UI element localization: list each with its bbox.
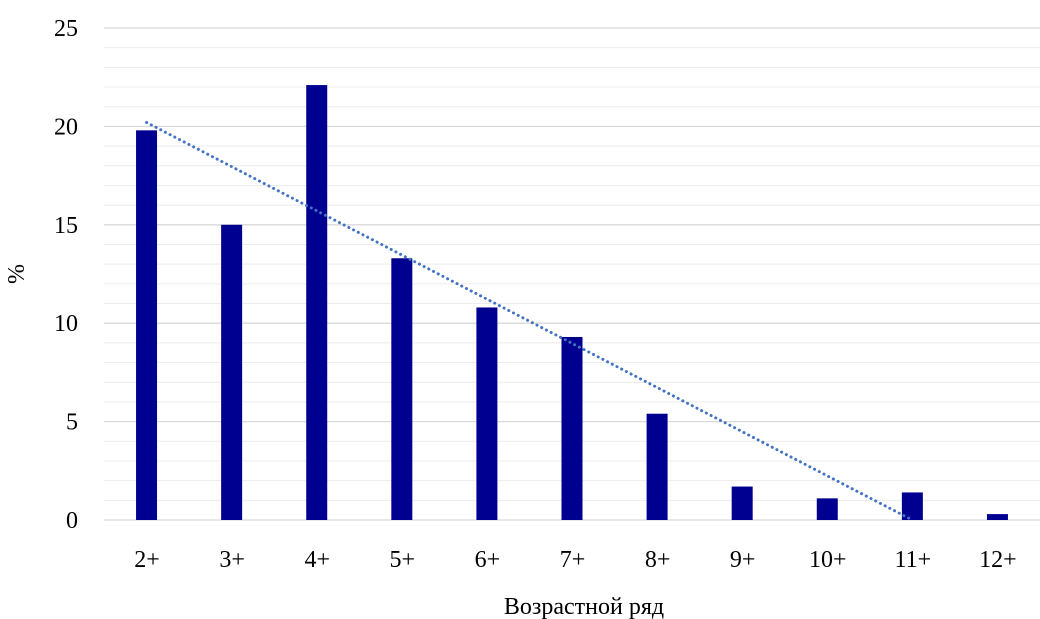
y-tick-label: 20 [54,114,78,140]
x-tick-label: 3+ [219,547,245,573]
y-tick-label: 15 [54,213,78,239]
bar-8+ [646,413,668,520]
bar-7+ [561,336,583,520]
bar-9+ [731,486,753,520]
y-tick-label: 0 [66,508,78,534]
x-tick-label: 5+ [390,547,416,573]
trendline [145,120,914,522]
gridlines [104,27,1040,521]
y-tick-label: 10 [54,311,78,337]
x-tick-label: 9+ [730,547,756,573]
bars [136,85,1008,521]
y-axis-ticks: 0 5 10 15 20 25 [54,16,78,534]
y-tick-label: 25 [54,16,78,42]
bar-4+ [306,85,328,521]
x-tick-label: 2+ [134,547,160,573]
bar-10+ [816,498,838,520]
y-axis-label: % [4,264,30,284]
bar-3+ [221,224,243,521]
x-axis-label: Возрастной ряд [504,594,664,619]
x-tick-label: 8+ [645,547,671,573]
x-tick-label: 4+ [304,547,330,573]
bar-5+ [391,258,413,520]
x-tick-label: 10+ [809,547,847,573]
bar-6+ [476,307,498,520]
x-tick-label: 11+ [895,547,932,573]
trendline-line [145,120,914,522]
bar-12+ [986,514,1008,520]
x-axis-ticks: 2+ 3+ 4+ 5+ 6+ 7+ 8+ 9+ 10+ 11+ 12+ [134,547,1016,573]
bar-11+ [901,492,923,520]
x-tick-label: 12+ [979,547,1017,573]
bar-2+ [136,130,158,520]
y-tick-label: 5 [66,410,78,436]
x-tick-label: 6+ [475,547,501,573]
x-tick-label: 7+ [560,547,586,573]
